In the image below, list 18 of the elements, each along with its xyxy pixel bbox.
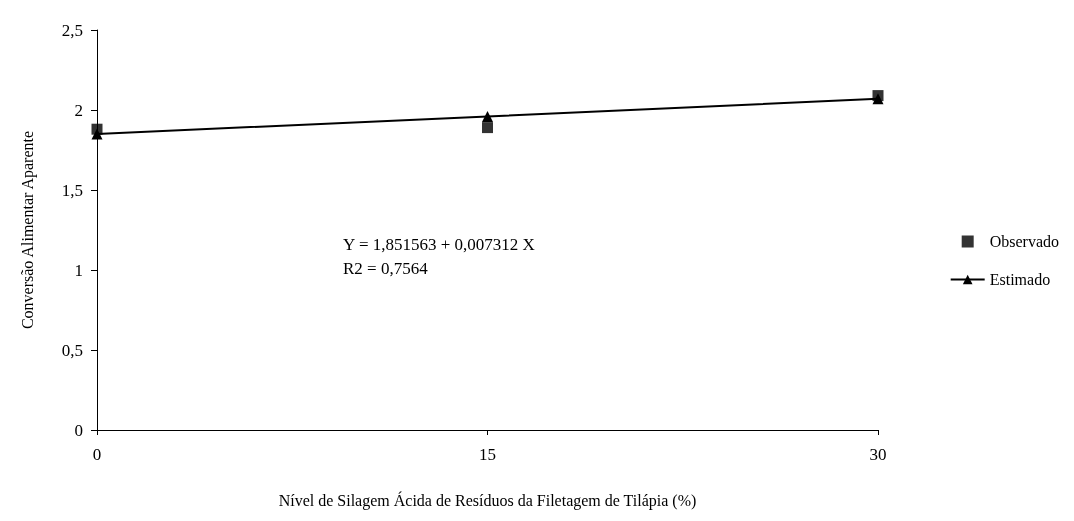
legend-label: Estimado: [989, 271, 1051, 288]
annotation: Y = 1,851563 + 0,007312 X: [343, 234, 535, 254]
y-tick-label: 2: [74, 100, 83, 120]
x-tick-label: 30: [869, 445, 887, 464]
y-axis-title: Conversão Alimentar Aparente: [18, 130, 37, 330]
point: [482, 122, 493, 134]
point: [482, 110, 493, 122]
x-tick-label: 0: [92, 445, 102, 464]
point: [91, 128, 103, 140]
y-tick-label: 1,5: [61, 180, 83, 200]
x-axis-title: Nível de Silagem Ácida de Resíduos da Filetagem de Tilápia (%): [278, 490, 697, 510]
annotation: R2 = 0,7564: [343, 258, 429, 278]
y-tick-label: 1: [74, 260, 83, 280]
x-tick-label: 15: [479, 445, 496, 464]
y-tick-label: 0: [74, 420, 83, 440]
legend-label: Observado: [989, 233, 1059, 250]
y-tick-label: 0,5: [61, 340, 83, 360]
y-tick-label: 2,5: [61, 20, 83, 40]
